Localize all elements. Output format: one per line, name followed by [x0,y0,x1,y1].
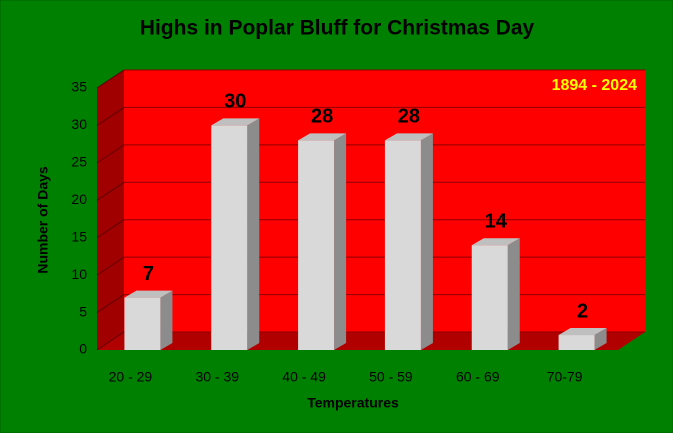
bar [298,140,335,350]
value-label: 14 [485,210,508,232]
y-tick-label: 5 [79,303,87,319]
side-grid-line [96,294,125,313]
bar-top [124,290,173,298]
bar [558,335,595,350]
chart-title: Highs in Poplar Bluff for Christmas Day [140,17,535,40]
bar-side [160,290,173,350]
side-grid-line [96,181,125,201]
x-tick-label: 60 - 69 [456,369,500,385]
bar-side [247,118,260,350]
x-tick-label: 20 - 29 [109,369,153,385]
x-tick-label: 40 - 49 [282,369,326,385]
side-grid-line [96,144,125,164]
y-tick-label: 0 [79,341,87,357]
bar [384,140,421,350]
value-label: 7 [143,263,154,285]
x-tick-label: 30 - 39 [195,369,239,385]
side-grid-line [96,107,125,126]
y-tick-label: 20 [71,191,87,207]
x-tick-label: 70-79 [547,369,583,385]
x-tick-label: 50 - 59 [369,369,413,385]
bar-top [558,328,607,336]
value-label: 28 [398,106,420,128]
side-grid-line [96,256,125,276]
bar [471,245,508,350]
side-wall [97,70,124,350]
back-wall [124,70,645,332]
bar-side [334,133,347,350]
bar [211,125,248,350]
y-tick-label: 30 [71,116,87,132]
y-axis-label: Number of Days [35,166,51,274]
y-tick-label: 10 [71,266,87,282]
bar-side [594,328,607,350]
value-label: 30 [224,91,246,113]
side-grid-line [96,219,125,239]
bar-top [471,238,520,246]
side-grid-line [96,331,125,351]
bar-side [507,238,520,350]
bar [124,297,161,350]
bar-top [211,118,260,126]
bar-side [420,133,433,350]
bar-top [298,133,347,141]
y-tick-label: 35 [71,79,87,95]
value-label: 28 [311,106,333,128]
y-tick-label: 15 [71,228,87,244]
y-tick-label: 25 [71,154,87,170]
bar-top [384,133,433,141]
value-label: 2 [577,300,588,322]
annotation: 1894 - 2024 [552,77,638,94]
x-axis-label: Temperatures [307,395,399,411]
side-grid-line [96,69,125,89]
